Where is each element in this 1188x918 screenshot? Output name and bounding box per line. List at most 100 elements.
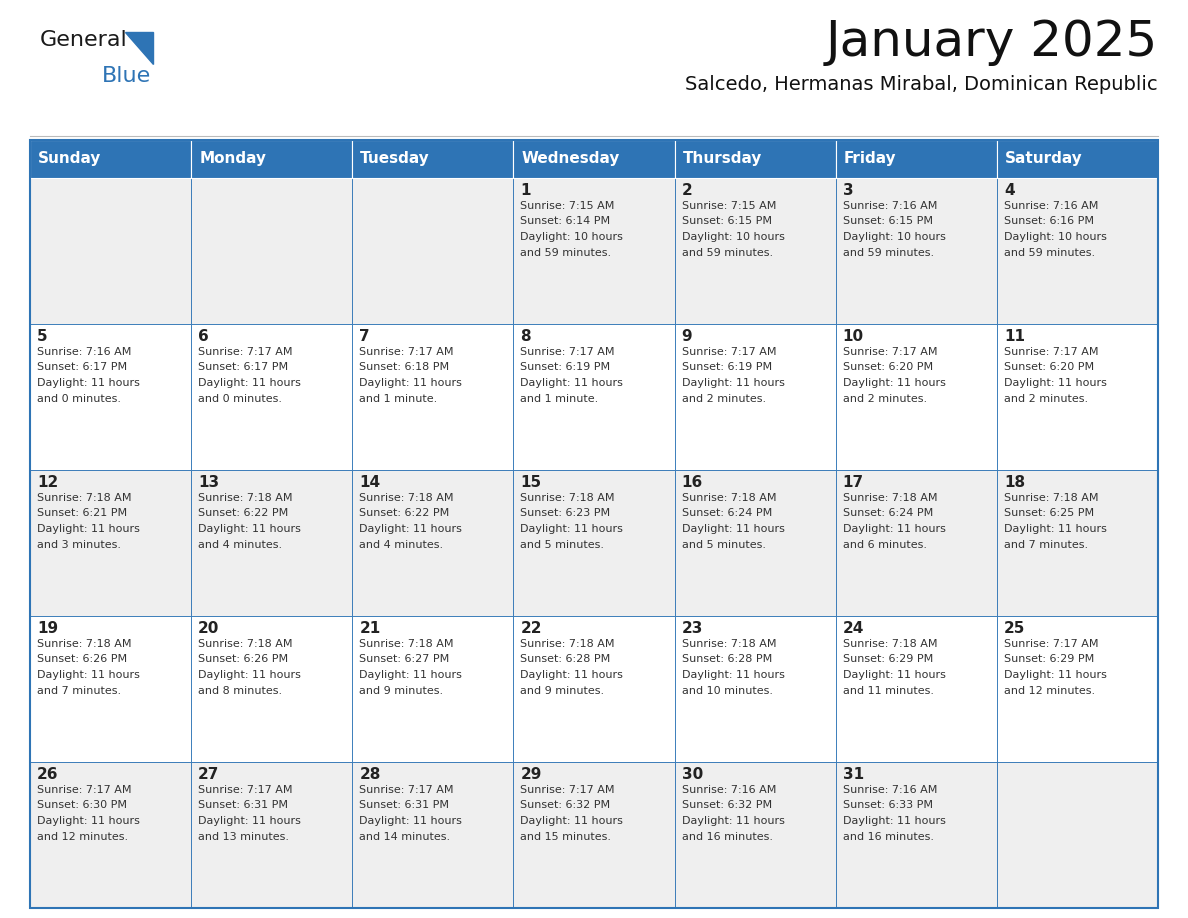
- Text: Sunrise: 7:17 AM: Sunrise: 7:17 AM: [37, 785, 132, 795]
- Text: 5: 5: [37, 329, 48, 344]
- Text: Sunset: 6:22 PM: Sunset: 6:22 PM: [198, 509, 289, 519]
- Bar: [835, 470, 997, 616]
- Text: Sunset: 6:31 PM: Sunset: 6:31 PM: [359, 800, 449, 811]
- Text: Daylight: 11 hours: Daylight: 11 hours: [842, 670, 946, 680]
- Bar: [997, 178, 1158, 324]
- Text: Sunrise: 7:16 AM: Sunrise: 7:16 AM: [682, 785, 776, 795]
- Text: Sunset: 6:14 PM: Sunset: 6:14 PM: [520, 217, 611, 227]
- Text: Sunrise: 7:17 AM: Sunrise: 7:17 AM: [198, 785, 292, 795]
- Text: Sunset: 6:24 PM: Sunset: 6:24 PM: [682, 509, 772, 519]
- Text: Sunrise: 7:18 AM: Sunrise: 7:18 AM: [37, 493, 132, 503]
- Text: 14: 14: [359, 475, 380, 490]
- Text: Daylight: 11 hours: Daylight: 11 hours: [198, 670, 301, 680]
- Bar: [675, 470, 835, 616]
- Bar: [513, 140, 675, 178]
- Text: and 2 minutes.: and 2 minutes.: [682, 394, 766, 404]
- Text: Sunset: 6:28 PM: Sunset: 6:28 PM: [682, 655, 772, 665]
- Text: and 13 minutes.: and 13 minutes.: [198, 832, 289, 842]
- Bar: [353, 762, 513, 908]
- Text: 30: 30: [682, 767, 703, 782]
- Text: Daylight: 11 hours: Daylight: 11 hours: [359, 670, 462, 680]
- Text: Daylight: 11 hours: Daylight: 11 hours: [359, 524, 462, 534]
- Bar: [30, 762, 191, 908]
- Text: and 15 minutes.: and 15 minutes.: [520, 832, 612, 842]
- Text: 6: 6: [198, 329, 209, 344]
- Text: and 10 minutes.: and 10 minutes.: [682, 686, 772, 696]
- Text: Daylight: 11 hours: Daylight: 11 hours: [682, 524, 784, 534]
- Text: Sunrise: 7:18 AM: Sunrise: 7:18 AM: [359, 639, 454, 649]
- Bar: [30, 140, 191, 178]
- Text: Sunset: 6:20 PM: Sunset: 6:20 PM: [842, 363, 933, 373]
- Text: and 2 minutes.: and 2 minutes.: [842, 394, 927, 404]
- Text: Daylight: 11 hours: Daylight: 11 hours: [1004, 378, 1107, 388]
- Text: Sunset: 6:19 PM: Sunset: 6:19 PM: [682, 363, 772, 373]
- Text: Sunrise: 7:18 AM: Sunrise: 7:18 AM: [198, 493, 292, 503]
- Text: Sunrise: 7:18 AM: Sunrise: 7:18 AM: [37, 639, 132, 649]
- Text: Sunrise: 7:18 AM: Sunrise: 7:18 AM: [682, 639, 776, 649]
- Bar: [513, 178, 675, 324]
- Text: Daylight: 11 hours: Daylight: 11 hours: [359, 816, 462, 826]
- Text: Sunrise: 7:18 AM: Sunrise: 7:18 AM: [359, 493, 454, 503]
- Text: Monday: Monday: [200, 151, 266, 166]
- Text: 22: 22: [520, 621, 542, 636]
- Bar: [353, 616, 513, 762]
- Text: 24: 24: [842, 621, 864, 636]
- Text: Sunrise: 7:17 AM: Sunrise: 7:17 AM: [1004, 639, 1099, 649]
- Bar: [191, 140, 353, 178]
- Text: Sunrise: 7:18 AM: Sunrise: 7:18 AM: [520, 639, 615, 649]
- Text: 26: 26: [37, 767, 58, 782]
- Text: 8: 8: [520, 329, 531, 344]
- Text: Sunrise: 7:18 AM: Sunrise: 7:18 AM: [520, 493, 615, 503]
- Text: Sunrise: 7:17 AM: Sunrise: 7:17 AM: [359, 347, 454, 357]
- Bar: [997, 140, 1158, 178]
- Text: Daylight: 11 hours: Daylight: 11 hours: [682, 816, 784, 826]
- Text: Daylight: 11 hours: Daylight: 11 hours: [520, 816, 624, 826]
- Bar: [835, 616, 997, 762]
- Text: Daylight: 11 hours: Daylight: 11 hours: [842, 378, 946, 388]
- Text: and 0 minutes.: and 0 minutes.: [37, 394, 121, 404]
- Text: Sunrise: 7:18 AM: Sunrise: 7:18 AM: [842, 639, 937, 649]
- Text: Friday: Friday: [843, 151, 896, 166]
- Text: 2: 2: [682, 183, 693, 198]
- Text: Sunrise: 7:15 AM: Sunrise: 7:15 AM: [520, 201, 615, 211]
- Text: Daylight: 11 hours: Daylight: 11 hours: [37, 816, 140, 826]
- Bar: [997, 616, 1158, 762]
- Bar: [191, 616, 353, 762]
- Bar: [675, 140, 835, 178]
- Text: and 1 minute.: and 1 minute.: [520, 394, 599, 404]
- Bar: [191, 470, 353, 616]
- Text: and 7 minutes.: and 7 minutes.: [1004, 540, 1088, 550]
- Text: Saturday: Saturday: [1005, 151, 1082, 166]
- Text: and 9 minutes.: and 9 minutes.: [520, 686, 605, 696]
- Text: and 59 minutes.: and 59 minutes.: [842, 248, 934, 258]
- Bar: [30, 140, 1158, 908]
- Text: Sunrise: 7:17 AM: Sunrise: 7:17 AM: [520, 347, 615, 357]
- Text: and 6 minutes.: and 6 minutes.: [842, 540, 927, 550]
- Text: Daylight: 11 hours: Daylight: 11 hours: [37, 524, 140, 534]
- Bar: [353, 324, 513, 470]
- Bar: [513, 324, 675, 470]
- Text: Daylight: 10 hours: Daylight: 10 hours: [842, 232, 946, 242]
- Text: 25: 25: [1004, 621, 1025, 636]
- Text: Sunrise: 7:17 AM: Sunrise: 7:17 AM: [842, 347, 937, 357]
- Text: Daylight: 11 hours: Daylight: 11 hours: [520, 670, 624, 680]
- Bar: [675, 324, 835, 470]
- Text: General: General: [40, 30, 128, 50]
- Text: Daylight: 11 hours: Daylight: 11 hours: [682, 378, 784, 388]
- Text: Thursday: Thursday: [683, 151, 762, 166]
- Text: Sunset: 6:31 PM: Sunset: 6:31 PM: [198, 800, 289, 811]
- Text: Sunrise: 7:18 AM: Sunrise: 7:18 AM: [198, 639, 292, 649]
- Bar: [675, 178, 835, 324]
- Text: 29: 29: [520, 767, 542, 782]
- Bar: [353, 178, 513, 324]
- Bar: [835, 762, 997, 908]
- Text: Sunrise: 7:18 AM: Sunrise: 7:18 AM: [842, 493, 937, 503]
- Text: Daylight: 11 hours: Daylight: 11 hours: [682, 670, 784, 680]
- Text: and 11 minutes.: and 11 minutes.: [842, 686, 934, 696]
- Text: Sunset: 6:25 PM: Sunset: 6:25 PM: [1004, 509, 1094, 519]
- Text: Daylight: 11 hours: Daylight: 11 hours: [359, 378, 462, 388]
- Text: Blue: Blue: [102, 66, 151, 86]
- Text: Daylight: 11 hours: Daylight: 11 hours: [198, 816, 301, 826]
- Text: and 16 minutes.: and 16 minutes.: [682, 832, 772, 842]
- Text: Sunrise: 7:17 AM: Sunrise: 7:17 AM: [198, 347, 292, 357]
